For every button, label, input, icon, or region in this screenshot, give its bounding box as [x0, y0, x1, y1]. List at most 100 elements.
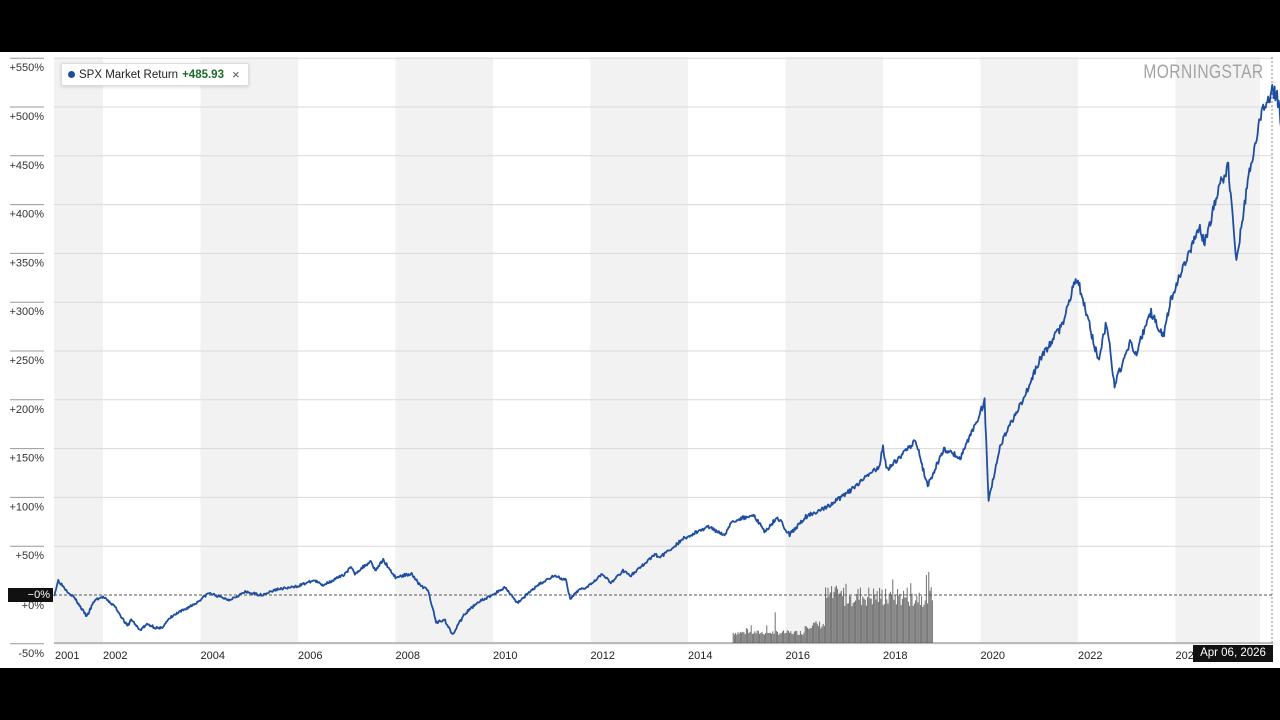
- volume-bar: [849, 595, 851, 643]
- volume-bar: [803, 632, 805, 643]
- volume-bar: [787, 630, 789, 643]
- volume-bar: [785, 632, 787, 643]
- volume-bar: [901, 598, 903, 643]
- volume-bar: [892, 579, 894, 643]
- volume-bar: [738, 633, 740, 643]
- volume-bar: [827, 587, 829, 643]
- volume-bar: [742, 631, 744, 643]
- volume-bar: [897, 589, 899, 643]
- volume-bar: [777, 631, 779, 643]
- volume-bar: [913, 603, 915, 643]
- volume-bar: [753, 633, 755, 643]
- volume-bar: [859, 587, 861, 643]
- y-axis-label: -50%: [18, 648, 44, 660]
- y-axis-label: +300%: [9, 306, 44, 318]
- year-band: [1175, 57, 1260, 643]
- volume-bar: [865, 605, 867, 643]
- year-band: [395, 57, 493, 643]
- volume-bar: [881, 589, 883, 643]
- volume-bar: [736, 634, 738, 643]
- volume-bar: [732, 632, 734, 643]
- legend-chip[interactable]: SPX Market Return +485.93 ×: [61, 63, 249, 86]
- volume-bar: [751, 633, 753, 643]
- volume-bar: [880, 598, 882, 643]
- volume-bar: [879, 587, 881, 643]
- volume-bar: [906, 587, 908, 643]
- volume-bar: [838, 594, 840, 643]
- volume-bar: [741, 632, 743, 643]
- volume-bar: [783, 630, 785, 643]
- volume-bar: [762, 633, 764, 643]
- y-axis-label: +450%: [9, 160, 44, 172]
- volume-bar: [737, 632, 739, 643]
- volume-bar: [809, 628, 811, 643]
- volume-bar: [851, 606, 853, 643]
- y-axis-label: +150%: [9, 453, 44, 465]
- line-chart[interactable]: +550% +500% +450% +400% +350% +300% +250% +200%…: [0, 52, 1280, 668]
- volume-bar: [863, 598, 865, 643]
- volume-bar: [759, 633, 761, 643]
- volume-bar: [779, 633, 781, 643]
- volume-bar: [821, 626, 823, 643]
- volume-bar: [823, 625, 825, 643]
- volume-bar: [772, 631, 774, 643]
- x-axis-label: 2016: [786, 650, 810, 662]
- volume-bar: [815, 621, 817, 643]
- spx-return-line[interactable]: [53, 84, 1280, 635]
- volume-bar: [831, 586, 833, 643]
- volume-bar: [820, 628, 822, 643]
- volume-bar: [843, 587, 845, 643]
- x-axis-label: 2010: [493, 650, 517, 662]
- volume-bar: [841, 596, 843, 643]
- volume-bar: [834, 587, 836, 643]
- volume-bar: [885, 588, 887, 643]
- volume-bar: [875, 599, 877, 643]
- close-icon[interactable]: ×: [231, 67, 240, 82]
- volume-bar: [828, 596, 830, 643]
- volume-bar: [755, 633, 757, 643]
- volume-bar: [919, 604, 921, 643]
- volume-bar: [853, 601, 855, 643]
- volume-bar: [870, 598, 872, 643]
- x-axis-label: 2022: [1078, 650, 1102, 662]
- volume-bar: [882, 605, 884, 643]
- volume-bar: [774, 612, 776, 643]
- volume-bar: [792, 634, 794, 643]
- volume-bar: [795, 630, 797, 643]
- year-band: [785, 57, 883, 643]
- volume-bar: [895, 604, 897, 643]
- volume-bar: [869, 598, 871, 643]
- volume-bar: [910, 583, 912, 643]
- volume-bar: [789, 632, 791, 643]
- volume-bar: [808, 628, 810, 643]
- volume-bar: [888, 593, 890, 643]
- volume-bar: [793, 631, 795, 643]
- volume-bar: [852, 603, 854, 643]
- volume-bar: [796, 631, 798, 643]
- volume-bar: [766, 625, 768, 643]
- legend-series-name: SPX Market Return: [79, 68, 179, 81]
- volume-bar: [915, 600, 917, 643]
- volume-bar: [861, 605, 863, 643]
- volume-bar: [924, 600, 926, 643]
- volume-bar: [757, 630, 759, 643]
- y-axis-label: +250%: [9, 355, 44, 367]
- volume-bar: [786, 630, 788, 643]
- volume-bar: [745, 628, 747, 643]
- crosshair-y-label: −0%: [8, 588, 53, 602]
- volume-bar: [811, 625, 813, 643]
- volume-bar: [733, 634, 735, 643]
- volume-bar: [835, 585, 837, 643]
- volume-bar: [912, 605, 914, 643]
- y-axis-label: +100%: [9, 501, 44, 513]
- volume-bar: [837, 589, 839, 643]
- volume-bar: [856, 594, 858, 643]
- volume-bar: [784, 633, 786, 643]
- legend-series-value: +485.93: [182, 68, 224, 81]
- volume-bar: [801, 634, 803, 643]
- year-band: [980, 57, 1078, 643]
- volume-bar: [790, 631, 792, 643]
- y-axis-label: +50%: [16, 550, 45, 562]
- volume-bar: [767, 632, 769, 643]
- y-axis-label: +400%: [9, 209, 44, 221]
